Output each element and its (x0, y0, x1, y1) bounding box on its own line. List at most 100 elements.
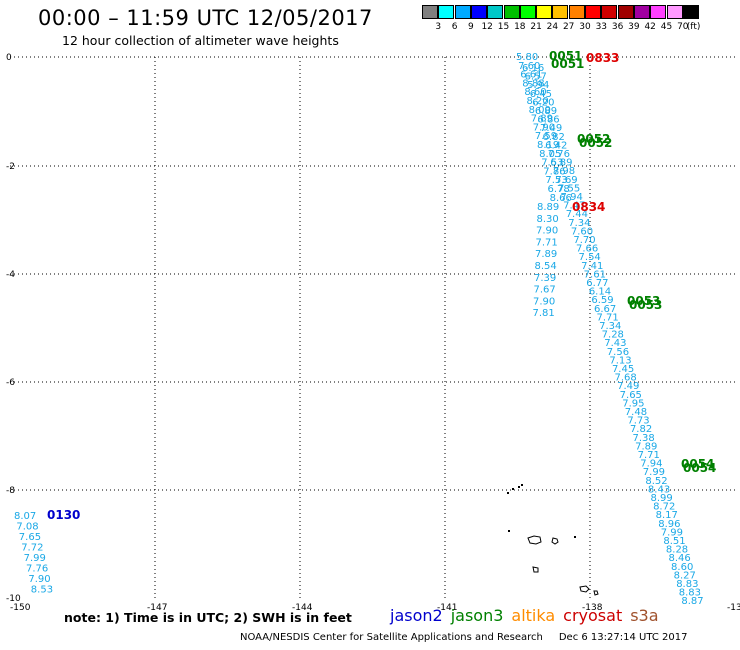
legend-label: 21 (530, 22, 542, 32)
wave-height-value: 6.78 (548, 184, 570, 195)
wave-height-value: 8.88 (522, 78, 544, 89)
wave-height-value: 7.56 (607, 347, 629, 358)
wave-height-value: 8.83 (676, 579, 698, 590)
island-dot (512, 488, 514, 490)
legend-swatch (666, 5, 683, 19)
lon-label: -150 (10, 603, 31, 613)
legend-swatch (470, 5, 487, 19)
island-outline (593, 590, 599, 596)
island-dot (508, 530, 510, 532)
wave-height-value: 8.54 (535, 261, 557, 272)
wave-height-tracks: 8.077.087.657.727.997.767.908.535.807.60… (14, 52, 704, 607)
wave-height-value: 7.39 (534, 273, 556, 284)
lon-label: -13 (727, 603, 740, 613)
legend-swatch (650, 5, 667, 19)
wave-height-value: 7.41 (581, 261, 603, 272)
legend-swatch (503, 5, 520, 19)
wave-height-value: 6.67 (594, 304, 616, 315)
wave-height-value: 6.14 (589, 287, 611, 298)
legend-swatch (552, 5, 569, 19)
wave-height-value: 8.87 (681, 596, 703, 607)
legend-label: 39 (628, 22, 640, 32)
wave-height-value: 8.27 (674, 570, 696, 581)
lat-label: -6 (6, 378, 15, 388)
wave-height-value: 7.68 (615, 373, 637, 384)
wave-height-value: 7.99 (661, 527, 683, 538)
island-outline (551, 537, 559, 545)
lat-label: -2 (6, 162, 15, 172)
pass-time-label: 0052 (577, 132, 610, 146)
wave-height-value: 8.72 (653, 502, 675, 513)
wave-height-value: 6.59 (591, 295, 613, 306)
wave-height-value: 6.57 (525, 72, 547, 83)
wave-height-value: 7.44 (566, 209, 588, 220)
islands (507, 484, 599, 596)
satellite-altika: altika (511, 606, 556, 625)
wave-height-value: 6.77 (586, 278, 608, 289)
wave-height-value: 7.38 (633, 433, 655, 444)
wave-height-value: 7.90 (533, 296, 555, 307)
legend-swatch (536, 5, 553, 19)
wave-height-value: 5.94 (527, 80, 549, 91)
wave-height-value: 7.89 (535, 249, 557, 260)
legend-swatch (438, 5, 455, 19)
footer-timestamp: Dec 6 13:27:14 UTC 2017 (558, 632, 688, 643)
wave-height-value: 7.45 (612, 364, 634, 375)
legend-label: 6 (451, 22, 458, 32)
wave-height-value: 7.65 (19, 532, 41, 543)
wave-height-value: 6.42 (545, 140, 567, 151)
island-dot (518, 486, 520, 488)
wave-height-value: 7.71 (638, 450, 660, 461)
island-dot (507, 492, 509, 494)
wave-height-value: 8.51 (663, 536, 685, 547)
island-outline (532, 566, 539, 573)
pass-time-label: 0051 (549, 49, 582, 63)
wave-height-value: 7.89 (635, 441, 657, 452)
wave-height-value: 7.60 (571, 226, 593, 237)
wave-height-value: 6.16 (522, 63, 544, 74)
wave-height-value: 8.05 (539, 149, 561, 160)
legend-label: 24 (546, 22, 559, 32)
footer-org: NOAA/NESDIS Center for Satellite Applica… (240, 632, 543, 643)
lon-label: -147 (147, 603, 167, 613)
legend-swatch (601, 5, 618, 19)
wave-height-value: 8.00 (529, 105, 551, 116)
satellite-s3a: s3a (630, 606, 659, 625)
wave-height-value: 7.49 (540, 123, 562, 134)
legend-label: 33 (595, 22, 608, 32)
wave-height-value: 7.54 (579, 252, 601, 263)
legend-swatch (633, 5, 650, 19)
wave-height-value: 6.82 (543, 132, 565, 143)
wave-height-value: 7.99 (643, 467, 665, 478)
lat-label: -10 (6, 594, 21, 604)
legend-label: 9 (468, 22, 474, 32)
wave-height-value: 7.55 (558, 183, 580, 194)
legend-swatch (454, 5, 471, 19)
wave-height-value: 7.82 (630, 424, 652, 435)
wave-height-value: 7.71 (597, 312, 619, 323)
wave-height-value: 7.70 (573, 235, 595, 246)
wave-height-value: 7.53 (545, 175, 567, 186)
satellite-jason3: jason3 (450, 606, 504, 625)
wave-height-value: 7.71 (536, 237, 558, 248)
wave-height-value: 7.86 (543, 166, 565, 177)
legend-label: 3 (435, 22, 442, 32)
legend-swatch (568, 5, 585, 19)
lat-label: -8 (6, 486, 15, 496)
wave-height-value: 7.95 (622, 398, 644, 409)
pass-time-label: 0051 (551, 57, 584, 71)
legend-swatch (519, 5, 536, 19)
wave-height-value: 6.86 (537, 115, 559, 126)
wave-height-value: 7.73 (627, 416, 649, 427)
wave-height-value: 7.90 (533, 122, 555, 133)
lat-label: 0 (6, 53, 12, 63)
wave-height-value: 6.45 (530, 89, 552, 100)
wave-height-value: 7.48 (625, 407, 647, 418)
wave-height-value: 7.65 (620, 390, 642, 401)
wave-height-value: 6.61 (520, 70, 542, 81)
legend-swatch (585, 5, 601, 19)
wave-height-value: 8.96 (658, 519, 680, 530)
legend-label: 18 (514, 22, 526, 32)
map-subtitle: 12 hour collection of altimeter wave hei… (62, 33, 339, 48)
pass-time-label: 0834 (572, 200, 605, 214)
